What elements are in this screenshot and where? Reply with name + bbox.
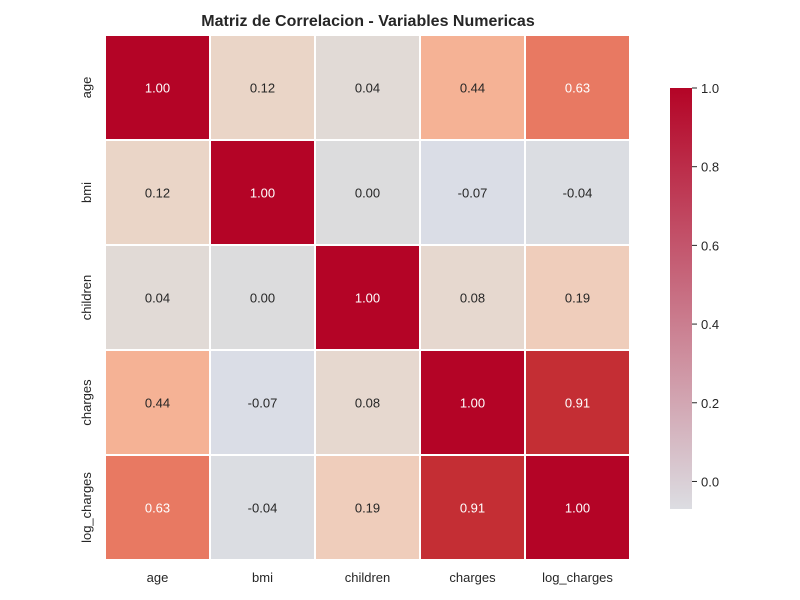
- heatmap-cell-label: 0.63: [145, 501, 170, 516]
- heatmap-cell-label: -0.07: [248, 396, 278, 411]
- heatmap-cell: [104, 139, 211, 246]
- heatmap-cell-label: 0.08: [355, 396, 380, 411]
- colorbar: 0.0 0.2 0.4 0.6 0.8 1.0: [670, 81, 719, 509]
- heatmap-cell-label: 0.44: [145, 396, 170, 411]
- heatmap-cell-label: 0.19: [355, 501, 380, 516]
- heatmap-cell: [524, 139, 631, 246]
- colorbar-ticks: 0.0 0.2 0.4 0.6 0.8 1.0: [692, 81, 719, 489]
- heatmap-cell-label: 0.91: [460, 501, 485, 516]
- y-tick-label: charges: [79, 379, 94, 426]
- colorbar-tick-label: 0.6: [701, 238, 719, 253]
- heatmap-cell-label: 0.19: [565, 291, 590, 306]
- heatmap-cell: [209, 244, 316, 351]
- x-tick-label: charges: [449, 570, 496, 585]
- y-axis-ticks: age bmi children charges log_charges: [79, 77, 94, 543]
- heatmap-cell-label: 1.00: [250, 186, 275, 201]
- heatmap-cell: [524, 454, 631, 561]
- heatmap-cell-label: 0.00: [250, 291, 275, 306]
- heatmap-cell: [209, 34, 316, 141]
- chart-title: Matriz de Correlacion - Variables Numeri…: [201, 13, 535, 30]
- heatmap-cell-label: 0.12: [250, 81, 275, 96]
- heatmap-cell: [314, 454, 421, 561]
- heatmap-cell-label: 0.08: [460, 291, 485, 306]
- x-tick-label: log_charges: [542, 570, 613, 585]
- heatmap-cell: [314, 349, 421, 456]
- heatmap-cell-label: -0.04: [248, 501, 278, 516]
- colorbar-tick-label: 1.0: [701, 81, 719, 96]
- heatmap-cell-label: 0.63: [565, 81, 590, 96]
- heatmap-cells: 1.00 0.12 0.04 0.44 0.63 0.12 1.00 0.00 -0.07 -0.…: [104, 34, 631, 561]
- y-tick-label: log_charges: [79, 472, 94, 543]
- colorbar-tick-label: 0.0: [701, 474, 719, 489]
- heatmap-cell: [524, 349, 631, 456]
- heatmap-cell: [314, 34, 421, 141]
- heatmap-cell-label: -0.07: [458, 186, 488, 201]
- y-tick-label: age: [79, 77, 94, 99]
- x-tick-label: children: [345, 570, 391, 585]
- heatmap-cell-label: 0.00: [355, 186, 380, 201]
- x-tick-label: age: [147, 570, 169, 585]
- heatmap-cell-label: 0.12: [145, 186, 170, 201]
- heatmap-cell-label: 0.91: [565, 396, 590, 411]
- heatmap-cell-label: 1.00: [145, 81, 170, 96]
- heatmap-cell: [104, 349, 211, 456]
- heatmap-cell: [104, 34, 211, 141]
- y-tick-label: children: [79, 275, 94, 321]
- colorbar-tick-label: 0.2: [701, 396, 719, 411]
- colorbar-gradient: [670, 88, 692, 509]
- heatmap-cell: [104, 454, 211, 561]
- x-axis-ticks: age bmi children charges log_charges: [147, 570, 614, 585]
- colorbar-tick-label: 0.4: [701, 317, 719, 332]
- y-tick-label: bmi: [79, 182, 94, 203]
- heatmap-cell: [209, 349, 316, 456]
- heatmap-cell-label: 1.00: [355, 291, 380, 306]
- heatmap-cell-label: 0.04: [355, 81, 380, 96]
- heatmap-cell-label: 1.00: [565, 501, 590, 516]
- heatmap-cell-label: 0.44: [460, 81, 485, 96]
- heatmap-cell-label: 0.04: [145, 291, 170, 306]
- heatmap-cell-label: 1.00: [460, 396, 485, 411]
- heatmap-cell-label: -0.04: [563, 186, 593, 201]
- colorbar-tick-label: 0.8: [701, 160, 719, 175]
- heatmap-cell: [314, 139, 421, 246]
- heatmap-cell: [419, 349, 526, 456]
- x-tick-label: bmi: [252, 570, 273, 585]
- heatmap-cell: [419, 244, 526, 351]
- heatmap-cell: [209, 454, 316, 561]
